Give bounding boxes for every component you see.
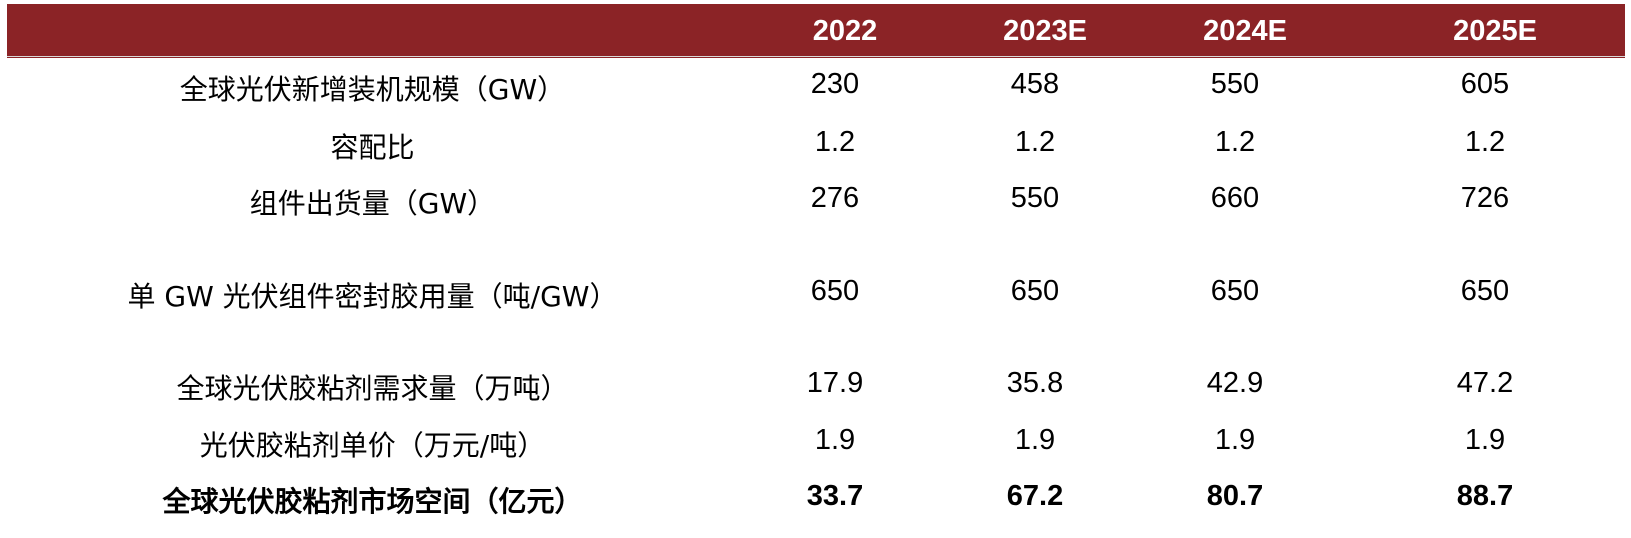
value-2025e: 47.2	[1456, 367, 1514, 399]
header-year-2023e: 2023E	[1003, 15, 1087, 47]
value-2022: 1.2	[814, 126, 856, 158]
value-2023e: 550	[1010, 182, 1060, 214]
value-2024e: 650	[1210, 275, 1260, 307]
row-label: 组件出货量（GW）	[249, 187, 496, 220]
value-2025e: 88.7	[1456, 480, 1514, 512]
value-2022: 230	[810, 68, 860, 100]
value-2024e: 1.2	[1214, 126, 1256, 158]
value-2024e: 660	[1210, 182, 1260, 214]
value-2022: 1.9	[814, 424, 856, 456]
value-2024e: 1.9	[1214, 424, 1256, 456]
row-label: 光伏胶粘剂单价（万元/吨）	[199, 429, 546, 462]
value-2024e: 42.9	[1206, 367, 1264, 399]
value-2025e: 1.2	[1464, 126, 1506, 158]
header-year-2022: 2022	[812, 15, 878, 47]
value-2022: 650	[810, 275, 860, 307]
value-2025e: 1.9	[1464, 424, 1506, 456]
value-2022: 276	[810, 182, 860, 214]
value-2023e: 1.9	[1014, 424, 1056, 456]
row-label: 全球光伏胶粘剂需求量（万吨）	[176, 372, 569, 405]
value-2024e: 80.7	[1206, 480, 1264, 512]
row-label: 全球光伏新增装机规模（GW）	[179, 73, 566, 106]
value-2024e: 550	[1210, 68, 1260, 100]
value-2025e: 726	[1460, 182, 1510, 214]
header-divider	[7, 56, 1625, 57]
value-2023e: 1.2	[1014, 126, 1056, 158]
value-2023e: 35.8	[1006, 367, 1064, 399]
row-label: 单 GW 光伏组件密封胶用量（吨/GW）	[127, 280, 618, 313]
value-2025e: 605	[1460, 68, 1510, 100]
value-2022: 33.7	[806, 480, 864, 512]
row-label: 全球光伏胶粘剂市场空间（亿元）	[162, 485, 583, 518]
value-2022: 17.9	[806, 367, 864, 399]
value-2023e: 650	[1010, 275, 1060, 307]
value-2023e: 458	[1010, 68, 1060, 100]
value-2025e: 650	[1460, 275, 1510, 307]
value-2023e: 67.2	[1006, 480, 1064, 512]
table-header: 2022 2023E 2024E 2025E	[7, 4, 1625, 58]
header-year-2025e: 2025E	[1453, 15, 1537, 47]
header-year-2024e: 2024E	[1203, 15, 1287, 47]
row-label: 容配比	[330, 131, 415, 164]
